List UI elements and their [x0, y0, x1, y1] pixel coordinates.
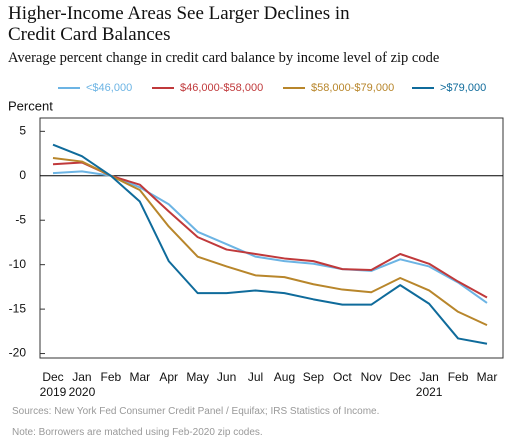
- x-tick-label: Jan 2021: [415, 370, 443, 399]
- source: Sources: New York Fed Consumer Credit Pa…: [12, 406, 380, 417]
- chart-subtitle: Average percent change in credit card ba…: [8, 50, 440, 66]
- legend-label: <$46,000: [86, 82, 132, 94]
- series-line: [52, 161, 488, 299]
- x-tick-label: Apr: [159, 370, 179, 384]
- x-tick-label: Oct: [332, 370, 352, 384]
- chart-title: Higher-Income Areas See Larger Declines …: [8, 3, 350, 45]
- y-tick-label: 0: [19, 168, 26, 182]
- x-tick-label: Dec: [389, 370, 411, 384]
- y-tick-label: 5: [19, 124, 26, 138]
- series-line: [52, 170, 488, 304]
- series-line: [52, 157, 488, 327]
- x-tick-label: May: [186, 370, 209, 384]
- legend-label: $46,000-$58,000: [180, 82, 263, 94]
- x-tick-label: Feb: [100, 370, 122, 384]
- y-tick-label: -20: [9, 346, 27, 360]
- legend-label: >$79,000: [440, 82, 486, 94]
- x-tick-label: Jun: [216, 370, 237, 384]
- x-tick-label: Nov: [360, 370, 382, 384]
- x-tick-label: Aug: [273, 370, 296, 384]
- x-tick-label: Jul: [247, 370, 264, 384]
- plot-frame: [39, 117, 504, 359]
- legend-label: $58,000-$79,000: [311, 82, 394, 94]
- x-tick-label: Dec 2019: [39, 370, 67, 399]
- x-tick-label: Mar: [476, 370, 498, 384]
- series-line: [52, 143, 488, 345]
- x-tick-label: Feb: [447, 370, 469, 384]
- x-tick-label: Mar: [129, 370, 151, 384]
- x-tick-label: Sep: [302, 370, 325, 384]
- y-tick-label: -5: [15, 212, 26, 226]
- y-tick-label: -15: [9, 301, 27, 315]
- x-tick-label: Jan 2020: [68, 370, 96, 399]
- note: Note: Borrowers are matched using Feb-20…: [12, 427, 263, 438]
- y-tick-label: -10: [9, 257, 27, 271]
- y-axis-label: Percent: [8, 98, 53, 113]
